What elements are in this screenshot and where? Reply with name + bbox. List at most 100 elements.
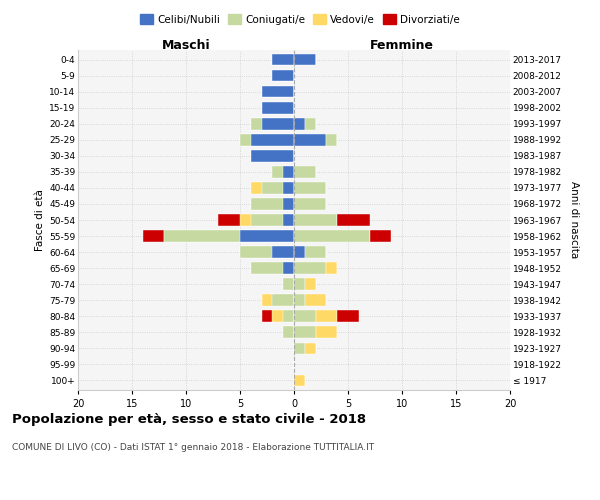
Bar — [240, 246, 294, 258]
Bar — [262, 310, 294, 322]
Bar — [262, 86, 294, 98]
Bar — [251, 198, 294, 209]
Bar — [272, 294, 294, 306]
Bar — [294, 262, 326, 274]
Bar — [272, 166, 294, 177]
Bar — [251, 262, 294, 274]
Y-axis label: Fasce di età: Fasce di età — [35, 189, 45, 251]
Bar — [326, 134, 337, 145]
Text: Popolazione per età, sesso e stato civile - 2018: Popolazione per età, sesso e stato civil… — [12, 412, 366, 426]
Bar — [251, 182, 294, 194]
Bar — [251, 198, 294, 209]
Bar — [294, 214, 337, 226]
Bar — [272, 54, 294, 66]
Bar — [262, 294, 294, 306]
Bar — [251, 150, 294, 162]
Bar — [294, 310, 316, 322]
Bar — [262, 118, 294, 130]
Bar — [272, 166, 294, 177]
Bar — [294, 342, 305, 354]
Bar — [283, 278, 294, 290]
Bar — [283, 262, 294, 274]
Text: Maschi: Maschi — [161, 38, 211, 52]
Bar — [262, 102, 294, 114]
Bar — [262, 102, 294, 114]
Bar — [272, 166, 294, 177]
Bar — [262, 294, 294, 306]
Bar — [294, 374, 305, 386]
Bar — [294, 54, 316, 66]
Bar — [294, 182, 326, 194]
Bar — [294, 294, 305, 306]
Bar — [294, 166, 316, 177]
Bar — [251, 118, 294, 130]
Bar — [251, 134, 294, 145]
Bar — [251, 262, 294, 274]
Bar — [294, 246, 305, 258]
Text: COMUNE DI LIVO (CO) - Dati ISTAT 1° gennaio 2018 - Elaborazione TUTTITALIA.IT: COMUNE DI LIVO (CO) - Dati ISTAT 1° genn… — [12, 442, 374, 452]
Bar — [294, 198, 326, 209]
Bar — [240, 246, 294, 258]
Bar — [262, 102, 294, 114]
Bar — [337, 214, 370, 226]
Bar — [272, 54, 294, 66]
Text: Femmine: Femmine — [370, 38, 434, 52]
Bar — [272, 54, 294, 66]
Bar — [294, 278, 305, 290]
Bar — [251, 150, 294, 162]
Bar — [283, 278, 294, 290]
Bar — [272, 54, 294, 66]
Bar — [240, 246, 294, 258]
Bar — [272, 246, 294, 258]
Bar — [305, 294, 326, 306]
Bar — [294, 118, 305, 130]
Bar — [240, 214, 294, 226]
Bar — [283, 214, 294, 226]
Bar — [305, 246, 326, 258]
Bar — [143, 230, 294, 242]
Bar — [164, 230, 294, 242]
Bar — [283, 166, 294, 177]
Bar — [272, 310, 294, 322]
Bar — [240, 134, 294, 145]
Bar — [251, 262, 294, 274]
Bar — [262, 182, 294, 194]
Bar — [240, 134, 294, 145]
Bar — [251, 182, 294, 194]
Legend: Celibi/Nubili, Coniugati/e, Vedovi/e, Divorziati/e: Celibi/Nubili, Coniugati/e, Vedovi/e, Di… — [136, 10, 464, 29]
Bar — [251, 150, 294, 162]
Bar — [240, 230, 294, 242]
Bar — [251, 198, 294, 209]
Bar — [251, 150, 294, 162]
Bar — [283, 326, 294, 338]
Y-axis label: Anni di nascita: Anni di nascita — [569, 182, 578, 258]
Bar — [251, 118, 294, 130]
Bar — [272, 70, 294, 82]
Bar — [294, 230, 370, 242]
Bar — [326, 262, 337, 274]
Bar — [283, 278, 294, 290]
Bar — [283, 326, 294, 338]
Bar — [272, 70, 294, 82]
Bar — [305, 278, 316, 290]
Bar — [262, 86, 294, 98]
Bar — [316, 310, 337, 322]
Bar — [164, 230, 294, 242]
Bar — [283, 310, 294, 322]
Bar — [283, 326, 294, 338]
Bar — [370, 230, 391, 242]
Bar — [305, 118, 316, 130]
Bar — [251, 214, 294, 226]
Bar — [283, 182, 294, 194]
Bar — [337, 310, 359, 322]
Bar — [305, 342, 316, 354]
Bar — [251, 118, 294, 130]
Bar — [316, 326, 337, 338]
Bar — [240, 134, 294, 145]
Bar — [262, 86, 294, 98]
Bar — [283, 198, 294, 209]
Bar — [294, 134, 326, 145]
Bar — [272, 70, 294, 82]
Bar — [218, 214, 294, 226]
Bar — [262, 86, 294, 98]
